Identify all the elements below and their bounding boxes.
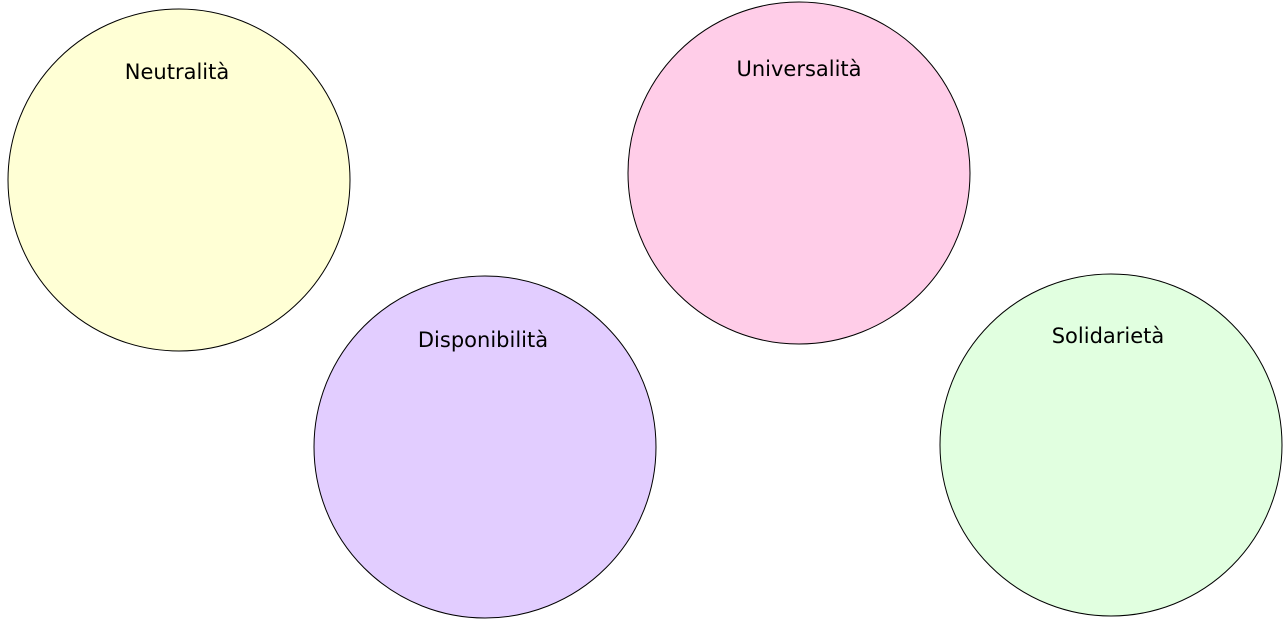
circle [627, 1, 971, 345]
node-label: Universalità [736, 57, 861, 81]
circle [7, 8, 351, 352]
node-label: Neutralità [125, 60, 229, 84]
node-label: Disponibilità [418, 328, 548, 352]
circle [313, 275, 657, 619]
node-label: Solidarietà [1052, 324, 1165, 348]
circle [939, 273, 1283, 617]
